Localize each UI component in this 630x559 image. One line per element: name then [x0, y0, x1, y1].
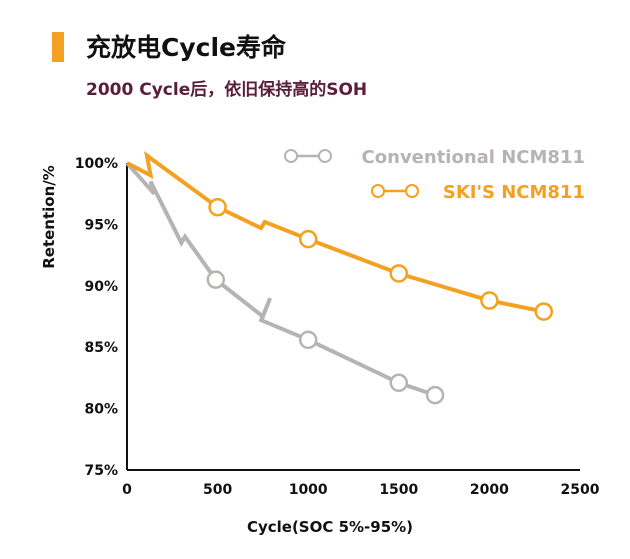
y-tick-label: 100% — [75, 156, 118, 172]
series-line — [126, 151, 545, 314]
data-point-marker — [298, 330, 318, 350]
page-subtitle: 2000 Cycle后，依旧保持高的SOH — [86, 80, 368, 100]
y-tick-label: 85% — [84, 340, 118, 356]
data-point-marker — [425, 385, 445, 405]
x-tick-label: 1000 — [289, 482, 328, 498]
x-tick-label: 2000 — [470, 482, 509, 498]
y-tick-label: 80% — [84, 402, 118, 418]
title-accent-bar — [52, 32, 64, 62]
y-tick-label: 75% — [84, 463, 118, 479]
legend-marker — [405, 184, 419, 198]
data-point-marker — [534, 302, 554, 321]
legend-marker — [318, 149, 332, 163]
x-tick-label: 0 — [122, 482, 132, 498]
legend-label: SKI'S NCM811 — [443, 182, 585, 203]
data-point-marker — [480, 291, 499, 310]
data-point-marker — [208, 197, 227, 217]
y-axis-label: Retention/% — [40, 165, 58, 269]
y-tick-label: 95% — [84, 217, 118, 233]
data-point-marker — [298, 229, 318, 249]
y-tick-label: 90% — [84, 279, 118, 295]
series-1 — [126, 151, 554, 321]
series-0 — [125, 161, 445, 405]
page-title: 充放电Cycle寿命 — [86, 33, 286, 62]
x-tick-label: 500 — [203, 482, 232, 498]
legend-label: Conventional NCM811 — [362, 147, 585, 168]
legend-marker — [371, 184, 385, 198]
data-point-marker — [389, 373, 409, 393]
series-line — [125, 161, 436, 397]
data-point-marker — [389, 264, 409, 283]
x-tick-label: 2500 — [561, 482, 600, 498]
legend-item: SKI'S NCM811 — [371, 182, 585, 203]
legend-marker — [284, 149, 298, 163]
legend-item: Conventional NCM811 — [284, 147, 585, 168]
x-axis-label: Cycle(SOC 5%-95%) — [247, 518, 413, 536]
legend: Conventional NCM811 SKI'S NCM811 — [284, 147, 585, 203]
data-point-marker — [206, 270, 226, 289]
x-tick-label: 1500 — [379, 482, 418, 498]
